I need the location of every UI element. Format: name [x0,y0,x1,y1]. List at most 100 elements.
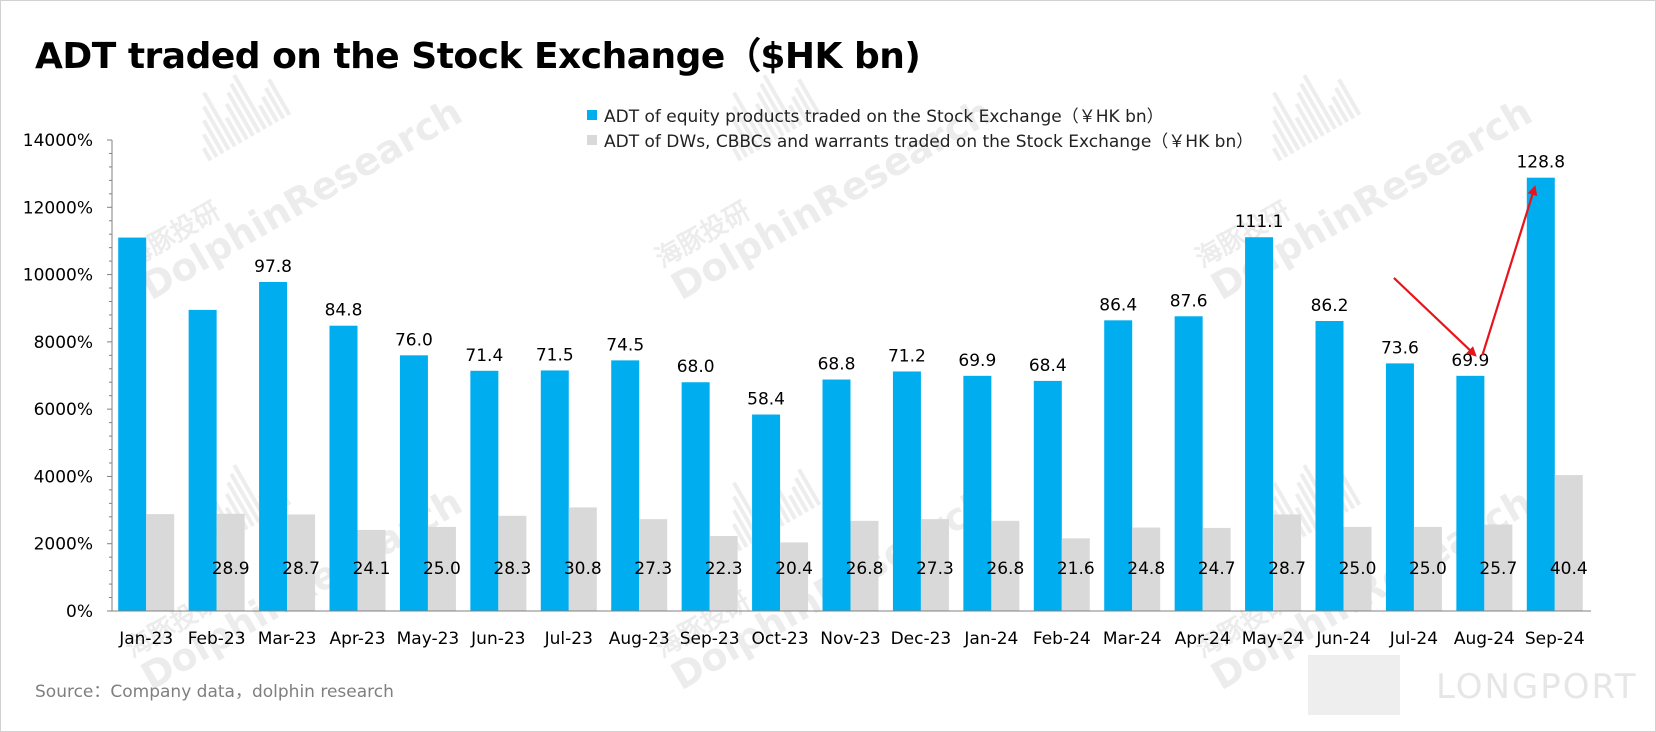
data-label-equity: 73.6 [1381,338,1419,358]
data-label-derivatives: 26.8 [846,559,884,579]
data-label-equity: 128.8 [1516,153,1565,173]
bar-equity [681,382,710,611]
bar-derivatives [920,519,949,611]
watermark-stripe [1271,133,1289,158]
x-tick-label: Jan-24 [963,629,1018,649]
bar-derivatives [1554,475,1583,611]
bar-equity [892,371,921,611]
watermark-stripe [732,105,761,151]
watermark-stripe [732,509,755,545]
data-label-derivatives: 28.9 [212,559,250,579]
data-label-derivatives: 27.3 [634,559,672,579]
x-tick-label: Dec-23 [891,629,952,649]
watermark-stripe [1334,87,1356,120]
watermark-stripe [1294,116,1313,144]
data-label-derivatives: 28.3 [493,559,531,579]
bar-equity [329,325,358,611]
bar-equity [963,375,992,611]
watermark-stripe [1272,119,1295,155]
watermark-stripe [258,104,274,127]
bar-derivatives [1413,526,1442,611]
brand-logo-text: LONGPORT [1436,667,1638,707]
watermark-stripe [762,74,797,130]
data-label-equity: 68.4 [1029,356,1067,376]
legend-label-equity: ADT of equity products traded on the Sto… [604,107,1164,127]
bar-equity [611,360,640,611]
x-tick-label: Aug-23 [609,629,670,649]
data-label-derivatives: 20.4 [775,559,813,579]
data-label-equity: 71.5 [536,345,574,365]
bar-equity [1104,320,1133,611]
x-tick-label: May-23 [397,629,460,649]
watermark-stripe [1294,506,1313,534]
bar-derivatives [991,520,1020,611]
bar-equity [540,370,569,611]
watermark-stripe [731,133,749,158]
watermark-stripe [202,105,231,151]
y-tick-label: 10000% [23,266,93,286]
x-tick-label: Aug-24 [1454,629,1515,649]
watermark-stripe [1294,102,1319,141]
data-label-equity: 58.4 [747,390,785,410]
y-tick-label: 0% [66,602,93,622]
data-label-equity: 69.9 [1451,351,1489,371]
bar-derivatives [1273,514,1302,611]
watermark-stripe [229,472,261,524]
y-tick-label: 14000% [23,131,93,151]
x-tick-label: Mar-24 [1103,629,1162,649]
data-label-derivatives: 21.6 [1057,559,1095,579]
watermark-stripe [754,102,779,141]
brand-logo: LONGPORT [1308,651,1638,721]
data-label-derivatives: 25.0 [1339,559,1377,579]
watermark-stripe [232,74,267,130]
bar-derivatives [1061,538,1090,611]
x-tick-label: Jul-24 [1389,629,1438,649]
brand-logo-mark [1308,655,1400,715]
data-label-derivatives: 24.7 [1198,559,1236,579]
bar-derivatives [1484,524,1513,611]
bar-equity [259,281,288,611]
watermark-stripe [267,78,292,116]
watermark-stripe [759,82,791,134]
x-tick-label: Oct-23 [751,629,808,649]
watermark-stripe [1299,82,1331,134]
y-tick-label: 4000% [34,467,93,487]
bar-equity [1033,380,1062,611]
bar-equity [1456,375,1485,611]
bar-derivatives [780,542,809,611]
watermark-stripe [1302,74,1337,130]
bar-equity [1245,237,1274,612]
watermark-stripe [791,95,810,123]
data-label-equity: 97.8 [254,257,292,277]
page-title: ADT traded on the Stock Exchange（$HK bn) [35,36,921,77]
data-label-derivatives: 25.0 [423,559,461,579]
watermark-stripe [797,468,822,506]
watermark-stripe [754,116,773,144]
watermark-stripe [756,91,785,137]
bar-equity [399,355,428,611]
bar-derivatives [357,529,386,611]
watermark-stripe [788,104,804,127]
watermark-stripe [732,119,755,155]
legend-item-derivatives: ADT of DWs, CBBCs and warrants traded on… [587,127,1253,152]
x-tick-label: Jun-23 [470,629,525,649]
data-label-derivatives: 30.8 [564,559,602,579]
watermark-stripe [1331,95,1350,123]
watermark-stripe [794,87,816,120]
data-label-equity: 84.8 [325,301,363,321]
watermark-stripe [202,91,237,148]
data-label-derivatives: 26.8 [986,559,1024,579]
x-tick-label: Apr-23 [329,629,385,649]
watermark-stripe [224,102,249,141]
legend-swatch-derivatives [587,134,597,145]
data-label-equity: 86.2 [1311,296,1349,316]
watermark-stripe [1328,104,1344,127]
bar-equity [1526,177,1555,611]
annotation-layer [1393,185,1538,357]
data-label-equity: 71.2 [888,346,926,366]
watermark-stripe [1271,147,1283,162]
